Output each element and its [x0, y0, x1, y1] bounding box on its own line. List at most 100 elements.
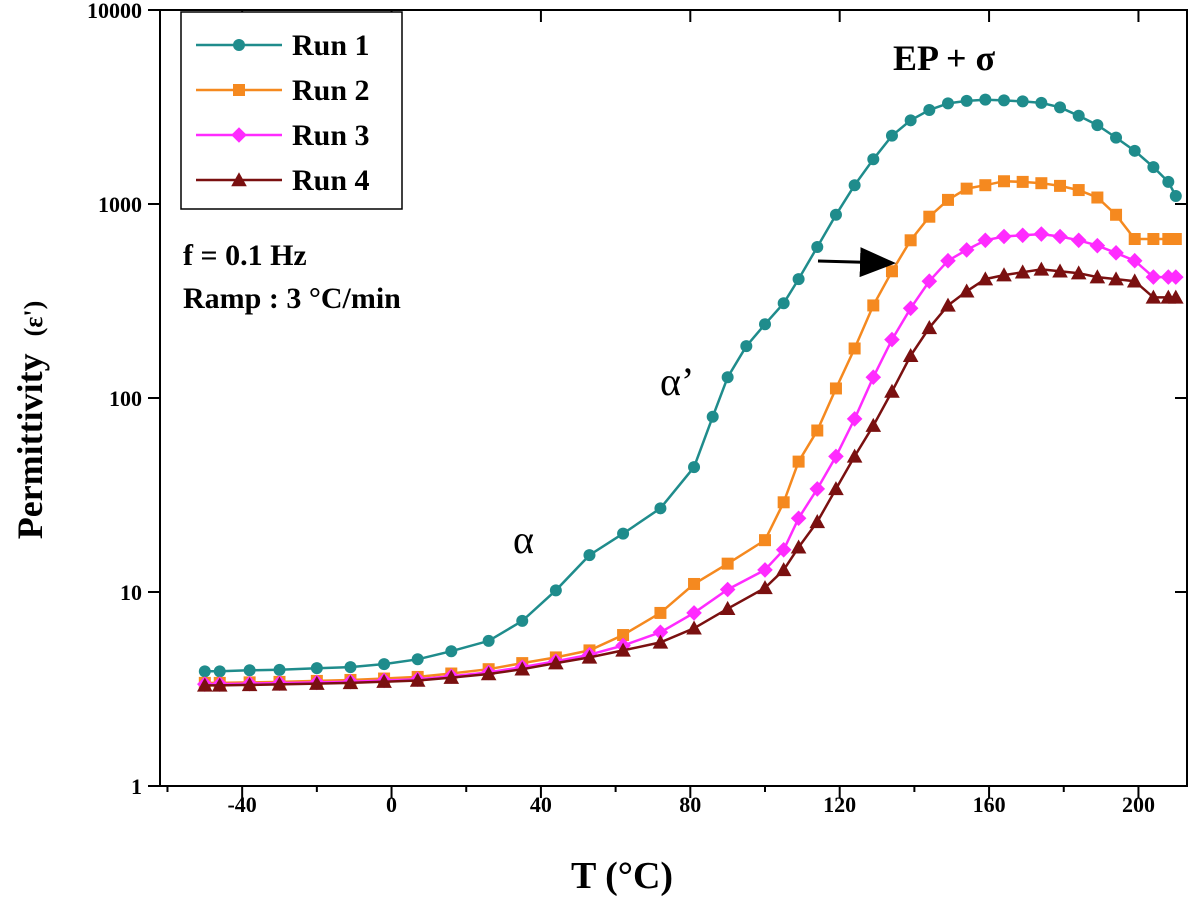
data-point — [902, 300, 919, 317]
data-point — [904, 234, 917, 247]
data-point — [758, 318, 771, 331]
data-point — [775, 542, 792, 558]
frequency-label: f = 0.1 Hz — [183, 239, 307, 272]
data-point — [865, 369, 882, 386]
x-tick-label: 160 — [973, 792, 1006, 817]
data-point — [829, 208, 842, 221]
data-point — [1126, 273, 1143, 288]
y-tick-label: 1 — [131, 774, 142, 799]
data-point — [1110, 131, 1123, 144]
x-axis-label: T (°C) — [571, 855, 673, 897]
legend-entry: Run 4 — [196, 164, 370, 197]
data-point — [1035, 177, 1048, 190]
x-tick-label: 120 — [823, 792, 856, 817]
data-point — [998, 175, 1011, 188]
y-axis-label: Permittivity (ε') — [10, 301, 50, 540]
data-point — [923, 104, 936, 117]
data-point — [233, 84, 245, 96]
data-point — [960, 94, 973, 107]
data-point — [549, 584, 562, 597]
data-point — [940, 252, 956, 269]
data-point — [998, 94, 1011, 107]
data-point — [1169, 233, 1182, 246]
data-point — [721, 371, 734, 384]
data-point — [686, 605, 702, 621]
data-point — [1108, 271, 1124, 286]
data-point — [652, 634, 669, 649]
data-point — [654, 502, 667, 515]
x-tick-label: 200 — [1122, 792, 1155, 817]
data-point — [231, 172, 247, 187]
data-point — [617, 527, 630, 540]
data-point — [811, 241, 824, 254]
data-point — [482, 634, 495, 647]
data-point — [885, 129, 898, 142]
y-axis-label-main: Permittivity — [10, 353, 50, 539]
data-point — [1145, 269, 1162, 285]
data-point — [1091, 119, 1104, 132]
series-line — [204, 179, 1176, 685]
data-point — [923, 210, 936, 223]
series-3 — [197, 226, 1184, 692]
data-point — [514, 661, 531, 676]
data-point — [1014, 264, 1031, 279]
data-point — [777, 496, 790, 509]
data-point — [1167, 289, 1184, 304]
y-tick-label: 100 — [109, 386, 142, 411]
data-point — [271, 676, 288, 691]
data-point — [848, 342, 861, 355]
data-point — [480, 666, 497, 681]
legend-label: Run 4 — [292, 164, 370, 197]
legend-label: Run 1 — [292, 29, 370, 62]
data-point — [865, 417, 882, 432]
data-point — [1054, 179, 1067, 192]
x-tick-label: 0 — [386, 792, 397, 817]
data-point — [1108, 245, 1124, 261]
data-point — [996, 228, 1012, 245]
annotation-alpha-prime: α’ — [660, 359, 694, 404]
data-point — [1167, 269, 1184, 285]
data-point — [1016, 95, 1029, 108]
data-point — [583, 549, 596, 562]
data-point — [790, 510, 807, 527]
data-point — [809, 514, 826, 529]
data-point — [719, 600, 736, 615]
data-point — [233, 39, 245, 51]
data-point — [1089, 269, 1106, 284]
x-tick-label: 40 — [530, 792, 552, 817]
data-point — [443, 669, 460, 684]
data-point — [809, 481, 826, 497]
data-point — [516, 614, 529, 627]
data-point — [409, 672, 426, 687]
data-point — [688, 461, 701, 474]
legend-label: Run 3 — [292, 119, 370, 152]
data-point — [828, 481, 844, 496]
data-point — [757, 580, 773, 595]
data-point — [792, 455, 805, 468]
data-point — [581, 649, 598, 664]
data-point — [1070, 232, 1087, 249]
y-tick-label: 10 — [120, 580, 142, 605]
legend-entry: Run 2 — [196, 74, 370, 107]
data-point — [846, 448, 863, 463]
data-point — [378, 658, 391, 671]
ramp-label: Ramp : 3 °C/min — [183, 282, 401, 315]
legend-entry: Run 3 — [196, 119, 370, 152]
data-point — [884, 383, 900, 398]
data-point — [792, 273, 805, 286]
data-point — [1072, 184, 1085, 197]
data-point — [790, 539, 807, 554]
data-point — [654, 606, 667, 619]
data-point — [848, 179, 861, 192]
data-point — [1145, 289, 1162, 304]
data-point — [758, 534, 771, 547]
data-point — [273, 663, 286, 676]
data-point — [615, 642, 631, 657]
data-point — [867, 299, 880, 312]
legend-label: Run 2 — [292, 74, 370, 107]
data-point — [243, 664, 256, 677]
data-point — [1128, 233, 1141, 246]
data-point — [1033, 261, 1050, 276]
data-point — [904, 114, 917, 127]
data-point — [1162, 175, 1175, 188]
